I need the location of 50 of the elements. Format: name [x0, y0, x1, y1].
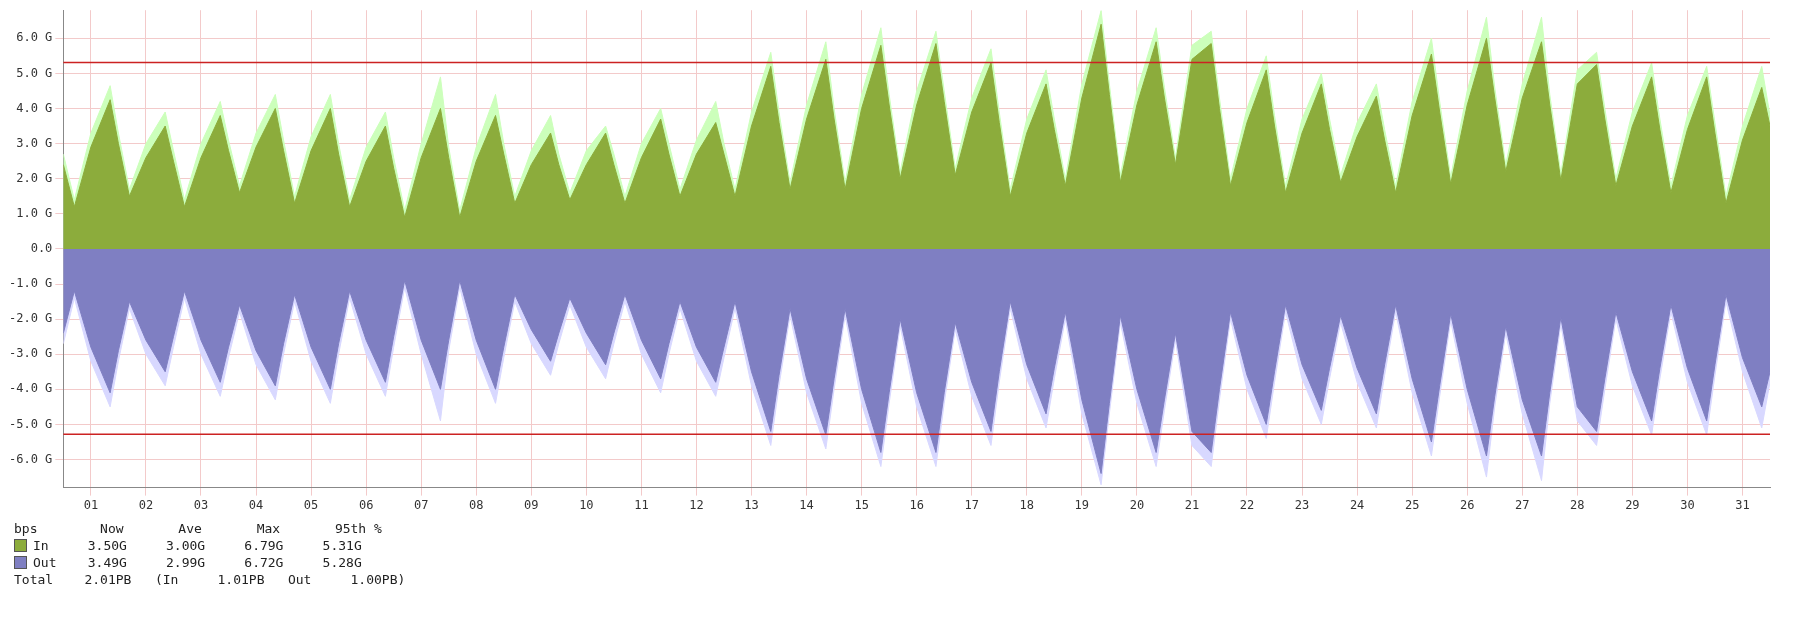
x-tick-label: 10 — [579, 497, 594, 512]
x-tick-label: 26 — [1459, 497, 1475, 512]
x-tick-label: 06 — [358, 497, 374, 512]
x-tick-label: 20 — [1129, 497, 1145, 512]
y-tick-label: 5.0 G — [16, 65, 53, 80]
x-tick-label: 18 — [1019, 497, 1035, 512]
y-tick-label: 0.0 — [30, 241, 53, 256]
x-tick-label: 28 — [1570, 497, 1585, 512]
x-tick-label: 21 — [1184, 497, 1200, 512]
x-tick-label: 07 — [413, 497, 429, 512]
legend-label: In — [33, 537, 50, 554]
text: Total 2.01PB (In 1.01PB Out 1.00PB) — [14, 571, 406, 588]
y-tick-label: 3.0 G — [16, 135, 53, 150]
x-tick-label: 25 — [1404, 497, 1420, 512]
x-tick-label: 08 — [469, 497, 484, 512]
text: 3.50G 3.00G 6.79G 5.31G — [86, 537, 362, 554]
x-tick-label: 03 — [193, 497, 209, 512]
x-tick-label: 01 — [83, 497, 99, 512]
x-tick-label: 14 — [799, 497, 814, 512]
y-tick-label: 2.0 G — [16, 170, 53, 185]
y-tick-label: 6.0 G — [16, 30, 53, 45]
x-tick-label: 15 — [854, 497, 869, 512]
x-tick-label: 30 — [1680, 497, 1695, 512]
text: bps Now Ave Max 95th % — [14, 520, 382, 537]
x-tick-label: 27 — [1515, 497, 1530, 512]
y-tick-label: -6.0 G — [8, 451, 53, 466]
x-tick-label: 19 — [1074, 497, 1090, 512]
x-tick-label: 24 — [1349, 497, 1365, 512]
x-tick-label: 11 — [634, 497, 649, 512]
x-tick-label: 16 — [909, 497, 924, 512]
x-tick-label: 13 — [744, 497, 759, 512]
x-tick-label: 05 — [303, 497, 319, 512]
y-tick-label: 1.0 G — [16, 205, 53, 220]
x-tick-label: 09 — [524, 497, 539, 512]
y-tick-label: -5.0 G — [8, 416, 53, 431]
y-tick-label: -1.0 G — [8, 276, 53, 291]
text: 3.49G 2.99G 6.72G 5.28G — [86, 554, 362, 571]
y-tick-label: 4.0 G — [16, 100, 53, 115]
x-tick-label: 22 — [1239, 497, 1255, 512]
x-tick-label: 04 — [248, 497, 264, 512]
legend-label: Out — [33, 554, 58, 571]
y-tick-label: -3.0 G — [8, 346, 53, 361]
y-tick-label: -4.0 G — [8, 381, 53, 396]
x-tick-label: 23 — [1294, 497, 1310, 512]
x-tick-label: 02 — [138, 497, 154, 512]
x-tick-label: 12 — [689, 497, 704, 512]
x-tick-label: 29 — [1625, 497, 1640, 512]
x-tick-label: 31 — [1735, 497, 1750, 512]
x-tick-label: 17 — [964, 497, 979, 512]
y-tick-label: -2.0 G — [8, 311, 53, 326]
